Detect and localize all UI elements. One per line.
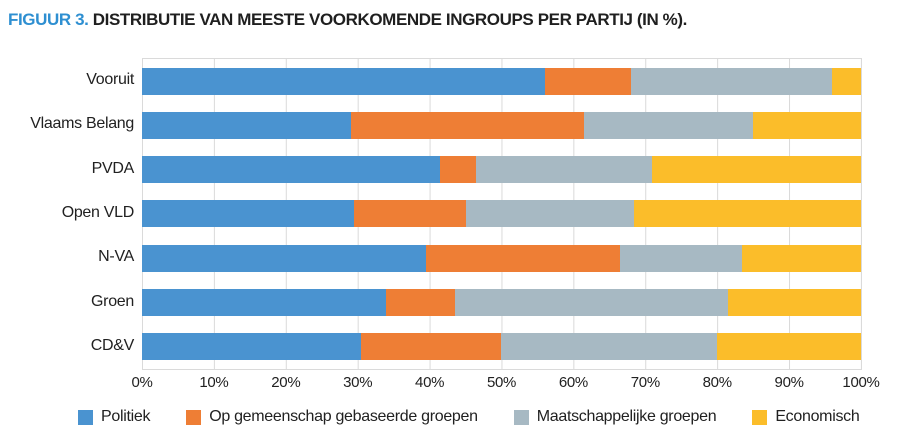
figure-number: FIGUUR 3. bbox=[8, 10, 89, 29]
figure-title: FIGUUR 3. DISTRIBUTIE VAN MEESTE VOORKOM… bbox=[8, 10, 687, 30]
y-axis-label: CD&V bbox=[90, 336, 135, 354]
bar-segment bbox=[501, 333, 718, 361]
bar-segment bbox=[354, 200, 466, 228]
x-axis-tick-label: 80% bbox=[702, 374, 732, 391]
stacked-bar bbox=[142, 244, 861, 272]
stacked-bar bbox=[142, 200, 861, 228]
x-axis-tick-label: 50% bbox=[486, 374, 517, 391]
bar-segment bbox=[727, 289, 861, 317]
legend-label: Maatschappelijke groepen bbox=[536, 408, 717, 425]
bar-segment bbox=[476, 156, 653, 184]
y-axis-labels: Vooruit Vlaams Belang PVDA Open VLD N-VA Groe… bbox=[0, 58, 134, 368]
stacked-bar bbox=[142, 289, 861, 317]
bar-segment bbox=[465, 200, 635, 228]
bar-segment bbox=[717, 333, 861, 361]
bar-segment bbox=[142, 67, 545, 95]
bar-segment bbox=[142, 333, 362, 361]
bar-segment bbox=[361, 333, 502, 361]
legend-swatch bbox=[513, 409, 529, 425]
legend-swatch bbox=[752, 409, 768, 425]
bar-segment bbox=[426, 244, 621, 272]
bar-segment bbox=[386, 289, 455, 317]
y-axis-label: Open VLD bbox=[61, 203, 135, 221]
y-axis-label: PVDA bbox=[91, 159, 135, 177]
bar-segment bbox=[142, 111, 351, 139]
x-axis: 0% 10% 20% 30% 40% 50% 60% 70% 80% 90% 100% bbox=[131, 374, 879, 394]
x-axis-tick-label: 90% bbox=[774, 374, 804, 391]
bar-segment bbox=[142, 244, 426, 272]
legend-item: Op gemeenschap gebaseerde groepen bbox=[186, 408, 478, 426]
bar-row bbox=[142, 236, 861, 280]
figure-title-text: DISTRIBUTIE VAN MEESTE VOORKOMENDE INGRO… bbox=[88, 10, 688, 29]
x-axis-tick-label: 30% bbox=[343, 374, 373, 391]
y-axis-label: Vooruit bbox=[86, 71, 134, 89]
legend-item: Politiek bbox=[78, 408, 150, 426]
bar-segment bbox=[620, 244, 743, 272]
x-axis-tick-label: 0% bbox=[131, 374, 153, 391]
stacked-bar bbox=[142, 156, 861, 184]
bar-segment bbox=[142, 156, 441, 184]
bar-segment bbox=[350, 111, 585, 139]
stacked-bar bbox=[142, 67, 861, 95]
legend-item: Maatschappelijke groepen bbox=[513, 408, 717, 426]
stacked-bar bbox=[142, 333, 861, 361]
plot-area bbox=[142, 58, 862, 370]
bar-segment bbox=[634, 200, 861, 228]
legend-label: Economisch bbox=[775, 408, 860, 425]
bar-segment bbox=[630, 67, 833, 95]
bar-segment bbox=[832, 67, 861, 95]
y-axis-label: Vlaams Belang bbox=[30, 115, 134, 133]
bar-segment bbox=[742, 244, 861, 272]
bar-row bbox=[142, 280, 861, 324]
x-axis-tick-label: 60% bbox=[558, 374, 588, 391]
x-axis-tick-label: 100% bbox=[842, 374, 880, 391]
x-axis-tick-label: 40% bbox=[415, 374, 445, 391]
x-axis-tick-label: 20% bbox=[271, 374, 301, 391]
x-axis-tick-label: 70% bbox=[630, 374, 660, 391]
bar-segment bbox=[652, 156, 861, 184]
legend-swatch bbox=[186, 409, 202, 425]
y-axis-label: N-VA bbox=[98, 248, 134, 266]
bar-segment bbox=[440, 156, 477, 184]
stacked-bar bbox=[142, 111, 861, 139]
bar-segment bbox=[584, 111, 754, 139]
legend: Politiek Op gemeenschap gebaseerde groepe… bbox=[78, 408, 860, 426]
bar-segment bbox=[454, 289, 728, 317]
bar-row bbox=[142, 103, 861, 147]
bar-segment bbox=[753, 111, 861, 139]
legend-label: Politiek bbox=[101, 408, 151, 425]
legend-label: Op gemeenschap gebaseerde groepen bbox=[209, 408, 478, 425]
legend-swatch bbox=[78, 409, 93, 425]
bar-segment bbox=[142, 289, 387, 317]
bar-row bbox=[142, 192, 861, 236]
bar-row bbox=[142, 325, 861, 369]
bar-row bbox=[142, 148, 861, 192]
bar-segment bbox=[544, 67, 631, 95]
bar-row bbox=[142, 59, 861, 103]
bar-segment bbox=[142, 200, 355, 228]
y-axis-label: Groen bbox=[91, 292, 134, 310]
x-axis-tick-label: 10% bbox=[199, 374, 229, 391]
legend-item: Economisch bbox=[752, 408, 860, 426]
